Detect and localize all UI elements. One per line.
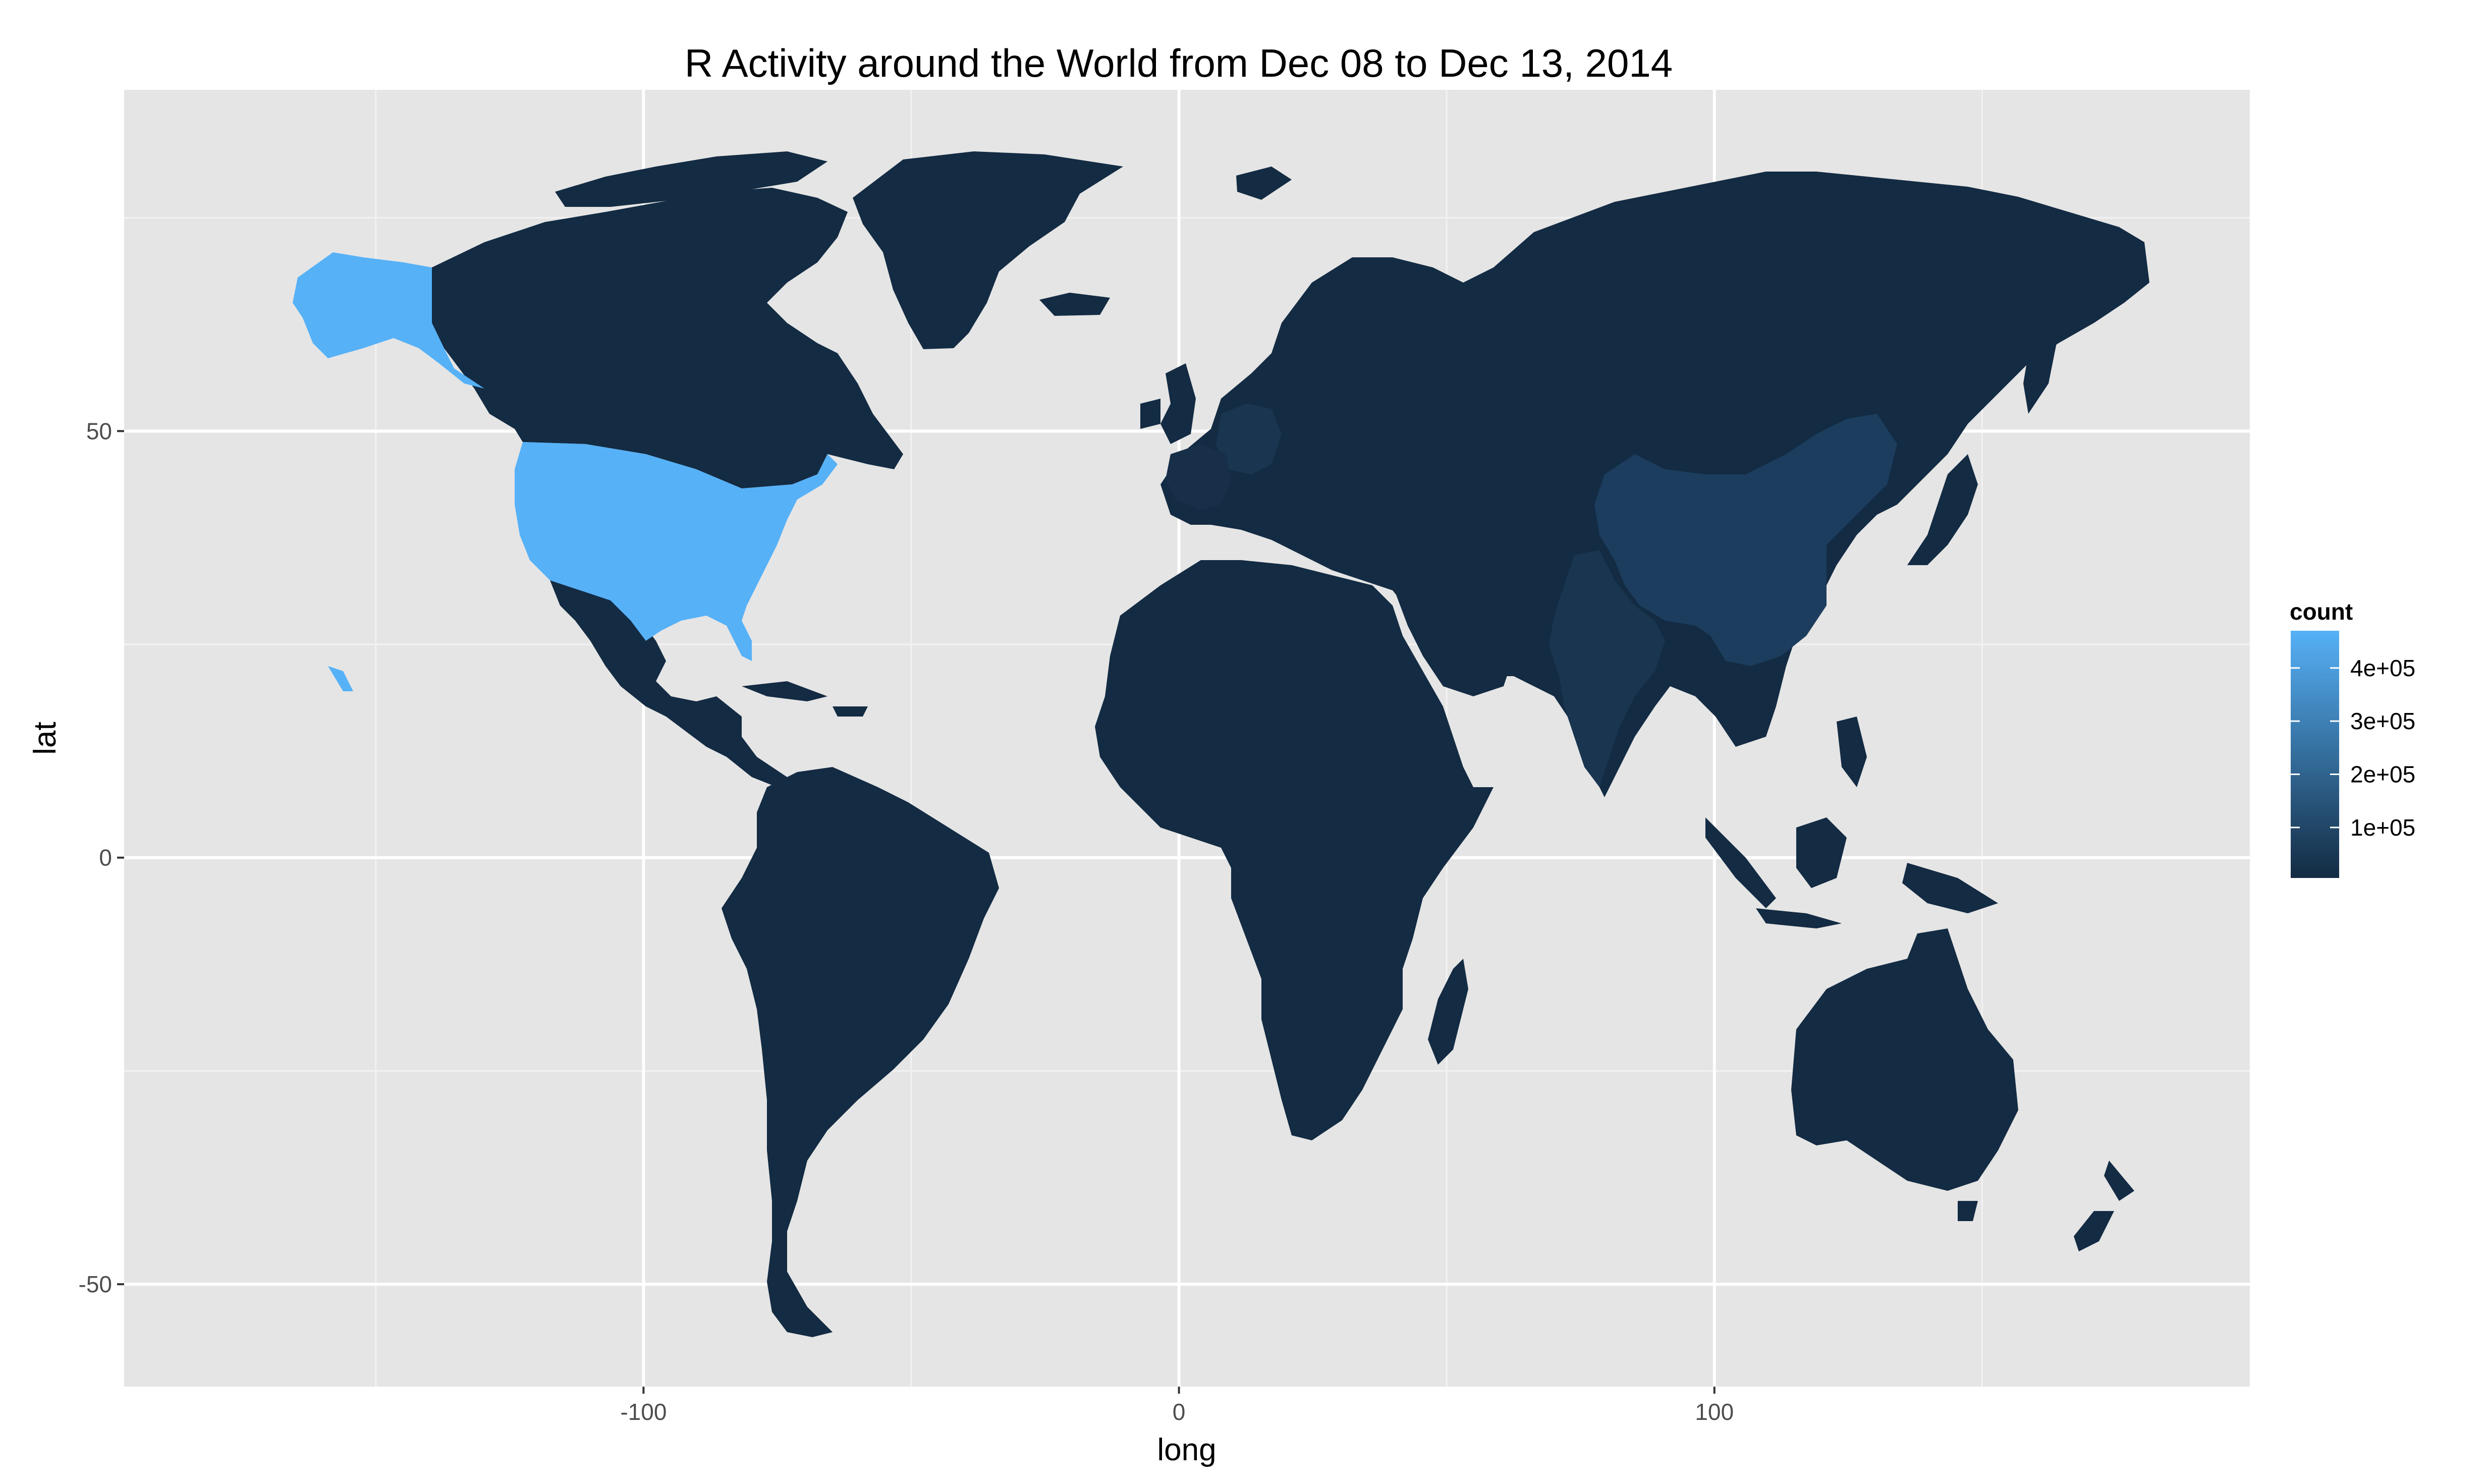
country-arabia bbox=[1393, 575, 1514, 696]
country-ireland bbox=[1140, 399, 1160, 429]
country-germany[interactable] bbox=[1216, 404, 1282, 474]
country-new-zealand bbox=[2074, 1161, 2134, 1251]
y-axis-title: lat bbox=[28, 722, 63, 754]
country-svalbard bbox=[1236, 167, 1292, 200]
country-greenland[interactable] bbox=[853, 151, 1123, 349]
usa-hawaii[interactable] bbox=[328, 666, 353, 691]
axis-tick-marks bbox=[117, 430, 1716, 1394]
legend-colorbar bbox=[2291, 631, 2339, 878]
country-iceland bbox=[1039, 293, 1110, 316]
country-sakhalin bbox=[1958, 353, 1968, 414]
country-japan bbox=[1907, 454, 1978, 565]
x-axis-title: long bbox=[1157, 1433, 1216, 1467]
land-layer bbox=[293, 151, 2149, 1337]
country-china[interactable] bbox=[1594, 414, 1897, 666]
country-arctic-islands bbox=[555, 151, 827, 207]
country-madagascar bbox=[1428, 959, 1468, 1065]
x-tick-label: 0 bbox=[1173, 1399, 1186, 1425]
legend-ticks: 1e+05 2e+05 3e+05 4e+05 bbox=[2291, 655, 2415, 841]
y-axis-tick-labels: -50 0 50 bbox=[79, 418, 112, 1297]
country-sumatra bbox=[1705, 817, 1776, 908]
x-tick-label: -100 bbox=[620, 1399, 667, 1425]
country-java bbox=[1756, 908, 1842, 928]
country-kamchatka bbox=[2023, 333, 2059, 414]
x-axis-tick-labels: -100 0 100 bbox=[620, 1399, 1734, 1425]
country-hispaniola bbox=[833, 706, 868, 717]
legend-tick-label: 4e+05 bbox=[2350, 655, 2415, 681]
country-new-guinea bbox=[1902, 863, 1998, 913]
country-uk bbox=[1160, 363, 1196, 444]
usa-contiguous[interactable] bbox=[515, 442, 838, 661]
country-france[interactable] bbox=[1166, 444, 1231, 510]
legend-tick-label: 1e+05 bbox=[2350, 814, 2415, 841]
country-brazil[interactable] bbox=[722, 767, 999, 1337]
country-africa[interactable] bbox=[1095, 560, 1494, 1140]
y-tick-label: -50 bbox=[79, 1271, 112, 1297]
x-tick-label: 100 bbox=[1695, 1399, 1734, 1425]
country-australia[interactable] bbox=[1791, 928, 2018, 1191]
country-borneo bbox=[1796, 817, 1847, 888]
y-tick-label: 0 bbox=[99, 845, 112, 871]
country-cuba bbox=[742, 681, 827, 701]
y-tick-label: 50 bbox=[86, 418, 112, 444]
country-usa[interactable] bbox=[293, 252, 838, 691]
country-tasmania bbox=[1958, 1201, 1978, 1221]
legend-tick-label: 3e+05 bbox=[2350, 708, 2415, 734]
country-philippines bbox=[1837, 717, 1867, 787]
color-legend: count 1e+05 2e+05 3e+05 4e+05 bbox=[2290, 598, 2415, 878]
country-scandinavia bbox=[1271, 272, 1372, 394]
chart-title: R Activity around the World from Dec 08 … bbox=[685, 41, 1673, 85]
legend-tick-label: 2e+05 bbox=[2350, 761, 2415, 788]
usa-alaska[interactable] bbox=[293, 252, 484, 389]
legend-title: count bbox=[2290, 598, 2353, 625]
country-india[interactable] bbox=[1549, 550, 1665, 787]
country-canada[interactable] bbox=[432, 188, 903, 488]
country-mexico[interactable] bbox=[550, 580, 787, 787]
